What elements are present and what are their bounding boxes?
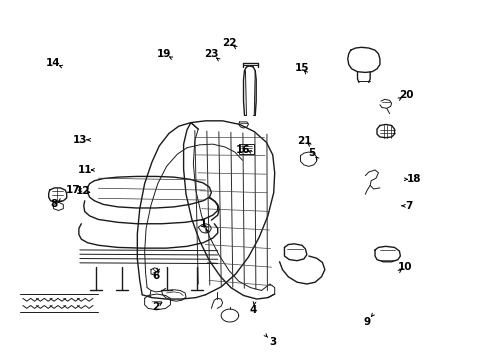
Text: 5: 5: [307, 148, 315, 158]
Text: 18: 18: [406, 174, 420, 184]
Text: 1: 1: [199, 219, 206, 229]
Text: 22: 22: [221, 38, 236, 48]
Text: 15: 15: [294, 63, 308, 73]
Text: 10: 10: [397, 262, 412, 272]
Text: 21: 21: [296, 136, 310, 145]
Text: 12: 12: [75, 186, 90, 197]
Text: 7: 7: [405, 201, 412, 211]
Text: 19: 19: [157, 49, 171, 59]
Text: 8: 8: [50, 199, 57, 210]
Text: 4: 4: [249, 305, 256, 315]
Text: 6: 6: [152, 271, 159, 281]
Text: 17: 17: [65, 185, 80, 195]
Text: 3: 3: [268, 337, 276, 347]
Text: 14: 14: [46, 58, 61, 68]
Text: 2: 2: [152, 302, 159, 312]
Text: 23: 23: [203, 49, 218, 59]
Text: 20: 20: [398, 90, 413, 100]
Text: 11: 11: [77, 165, 92, 175]
Text: 9: 9: [363, 317, 370, 327]
Text: 16: 16: [236, 144, 250, 154]
Text: 13: 13: [72, 135, 87, 145]
